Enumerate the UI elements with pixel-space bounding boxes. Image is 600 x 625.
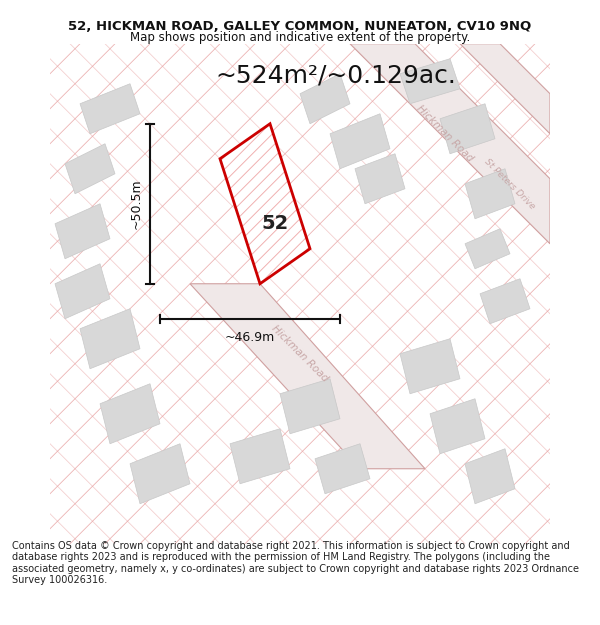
Text: ~524m²/~0.129ac.: ~524m²/~0.129ac.	[215, 64, 456, 88]
Polygon shape	[100, 384, 160, 444]
Polygon shape	[430, 399, 485, 454]
Polygon shape	[350, 44, 550, 244]
Polygon shape	[400, 339, 460, 394]
Polygon shape	[280, 379, 340, 434]
Polygon shape	[400, 59, 460, 104]
Polygon shape	[80, 309, 140, 369]
Text: Contains OS data © Crown copyright and database right 2021. This information is : Contains OS data © Crown copyright and d…	[12, 541, 579, 586]
Polygon shape	[55, 264, 110, 319]
Polygon shape	[65, 144, 115, 194]
Polygon shape	[230, 429, 290, 484]
Text: Hickman Road: Hickman Road	[415, 104, 475, 164]
Text: Map shows position and indicative extent of the property.: Map shows position and indicative extent…	[130, 31, 470, 44]
Polygon shape	[300, 74, 350, 124]
Text: ~50.5m: ~50.5m	[130, 179, 142, 229]
Text: 52: 52	[262, 214, 289, 233]
Polygon shape	[50, 44, 550, 544]
Polygon shape	[465, 449, 515, 504]
Polygon shape	[480, 279, 530, 324]
Text: Hickman Road: Hickman Road	[270, 324, 330, 384]
Text: St Peters Drive: St Peters Drive	[483, 157, 537, 211]
Polygon shape	[330, 114, 390, 169]
Text: ~46.9m: ~46.9m	[225, 331, 275, 344]
Polygon shape	[80, 84, 140, 134]
Polygon shape	[465, 229, 510, 269]
Polygon shape	[130, 444, 190, 504]
Polygon shape	[460, 44, 550, 134]
Polygon shape	[190, 284, 425, 469]
Polygon shape	[315, 444, 370, 494]
Polygon shape	[220, 124, 310, 284]
Polygon shape	[355, 154, 405, 204]
Polygon shape	[465, 169, 515, 219]
Text: 52, HICKMAN ROAD, GALLEY COMMON, NUNEATON, CV10 9NQ: 52, HICKMAN ROAD, GALLEY COMMON, NUNEATO…	[68, 20, 532, 33]
Polygon shape	[440, 104, 495, 154]
Polygon shape	[55, 204, 110, 259]
